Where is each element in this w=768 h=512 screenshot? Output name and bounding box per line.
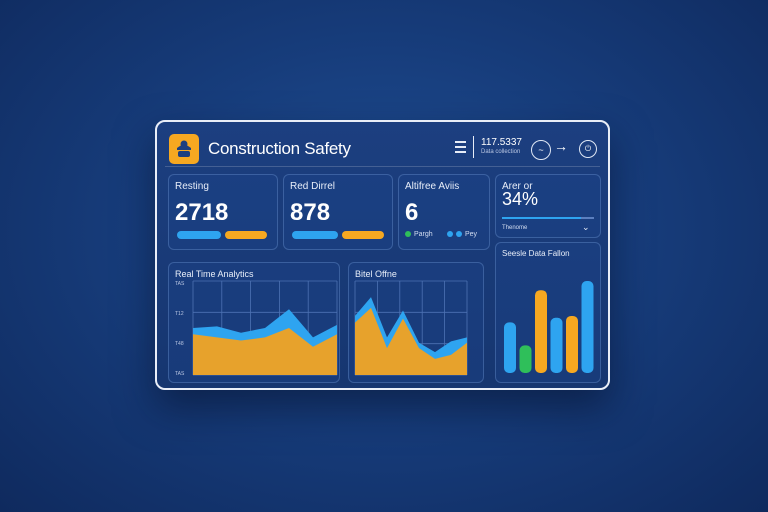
stat-pill-orange — [342, 231, 384, 239]
stat-card-arer[interactable]: Arer or 34% Thenome ⌄ — [495, 174, 601, 238]
panel-title: Real Time Analytics — [175, 269, 254, 279]
blue-dot-icon — [447, 231, 453, 238]
stat-pill-blue — [292, 231, 338, 239]
dashboard-header: Construction Safety 117.5337 Data collec… — [165, 130, 600, 167]
progress-sub-label: Thenome — [502, 225, 528, 231]
bar-5 — [566, 315, 578, 373]
y-tick-label: T48 — [175, 341, 184, 347]
stat-card-resting[interactable]: Resting 2718 — [168, 174, 278, 250]
blue-dot-icon — [456, 231, 462, 238]
stat-card-value: 878 — [290, 199, 331, 226]
progress-fill — [502, 217, 582, 219]
menu-icon[interactable] — [455, 141, 466, 153]
stat-card-label: Altifree Aviis — [405, 181, 460, 192]
arrow-right-icon[interactable]: → — [554, 138, 568, 154]
seesle-data-panel: Seesle Data Fallon — [495, 242, 601, 383]
bar-1 — [504, 322, 516, 373]
y-tick-label: TAS — [175, 281, 185, 287]
bar-2 — [519, 345, 532, 373]
legend-label: Pey — [465, 231, 478, 238]
y-tick-label: TAS — [175, 371, 185, 377]
stat-card-value: 6 — [405, 199, 419, 226]
stat-card-altifree[interactable]: Altifree Aviis 6 Pargh Pey — [398, 174, 490, 250]
green-dot-icon — [405, 231, 411, 238]
stat-card-label: Resting — [175, 181, 209, 192]
stat-pill-blue — [177, 231, 221, 239]
chevron-down-icon[interactable]: ⌄ — [582, 222, 590, 232]
area-series-orange — [193, 328, 337, 375]
legend-label: Pargh — [414, 231, 433, 238]
realtime-area-chart: TAS T12 T48 TAS — [175, 280, 338, 377]
power-icon[interactable]: ⏻ — [579, 140, 597, 158]
bar-6 — [581, 281, 594, 373]
app-title: Construction Safety — [208, 139, 351, 158]
dashboard-window: Construction Safety 117.5337 Data collec… — [155, 120, 610, 390]
stat-card-label: Arer or — [502, 181, 533, 192]
pulse-icon[interactable]: ~ — [531, 140, 551, 160]
realtime-analytics-panel: Real Time Analytics TAS T12 T48 TAS — [168, 262, 340, 383]
y-tick-label: T12 — [175, 311, 184, 317]
panel-title: Bitel Offne — [355, 269, 397, 279]
seesle-bar-chart — [504, 281, 594, 373]
bitel-offne-panel: Bitel Offne — [348, 262, 484, 383]
header-counter: 117.5337 — [481, 137, 522, 148]
bitel-area-chart — [354, 280, 468, 376]
bar-3 — [535, 290, 547, 373]
header-divider — [473, 136, 474, 158]
header-counter-sub: Data collection — [481, 149, 521, 155]
stat-card-value: 34% — [502, 189, 539, 209]
panel-title: Seesle Data Fallon — [502, 249, 570, 258]
stat-card-label: Red Dirrel — [290, 181, 336, 192]
legend-item-pey: Pey — [447, 231, 477, 238]
bar-4 — [550, 317, 563, 373]
stat-card-red-dirrel[interactable]: Red Dirrel 878 — [283, 174, 393, 250]
area-series-orange — [355, 307, 467, 375]
legend-item-pargh: Pargh — [405, 231, 433, 238]
stat-pill-orange — [225, 231, 267, 239]
stat-card-value: 2718 — [175, 199, 229, 226]
hardhat-logo-icon — [169, 134, 199, 164]
